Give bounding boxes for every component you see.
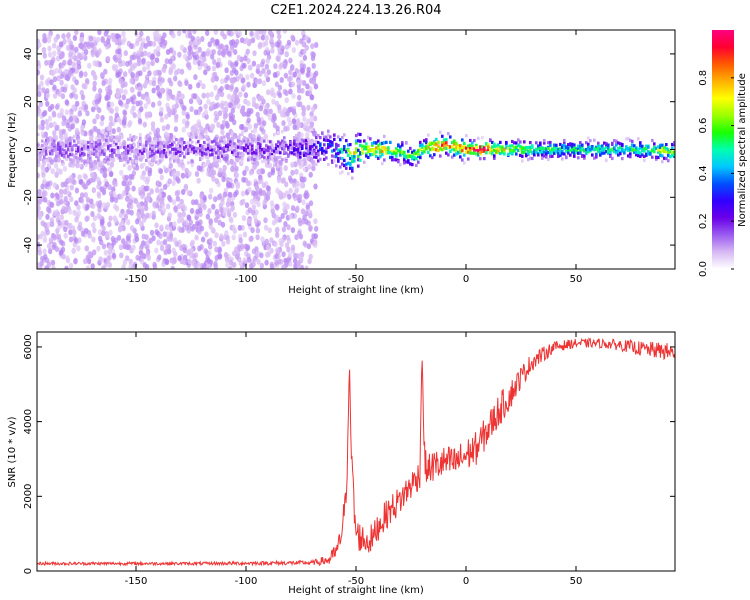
colorbar-tick-label: 0.4 bbox=[698, 165, 709, 181]
spectrogram-x-tick-label: -50 bbox=[348, 274, 364, 285]
spectrogram-y-tick-label: 40 bbox=[23, 48, 34, 61]
colorbar-label: Normalized spectral amplitude bbox=[737, 73, 748, 227]
spectrogram-x-axis: -150 -100 -50 0 50 bbox=[125, 30, 583, 285]
snr-x-label: Height of straight line (km) bbox=[288, 585, 424, 596]
snr-x-tick-label: 0 bbox=[463, 576, 469, 587]
spectrogram-y-axis: -40 -20 0 20 40 bbox=[23, 48, 675, 253]
snr-x-tick-label: -50 bbox=[348, 576, 364, 587]
spectrogram-x-tick-label: -150 bbox=[125, 274, 148, 285]
snr-x-axis: -150 -100 -50 0 50 bbox=[125, 332, 583, 587]
spectrogram-y-label: Frequency (Hz) bbox=[7, 112, 18, 188]
colorbar-gradient bbox=[712, 30, 734, 269]
colorbar-tick-label: 0.8 bbox=[698, 70, 709, 86]
snr-x-tick-label: -100 bbox=[235, 576, 258, 587]
spectrogram-y-tick-label: 0 bbox=[23, 146, 34, 152]
colorbar-tick-label: 0.0 bbox=[698, 261, 709, 277]
colorbar-tick-label: 0.6 bbox=[698, 118, 709, 134]
snr-panel: -150 -100 -50 0 50 0 2000 4000 6000 Height of s… bbox=[7, 331, 676, 596]
spectrogram-y-tick-label: -20 bbox=[23, 189, 34, 205]
snr-y-label: SNR (10 * v/v) bbox=[7, 416, 18, 487]
spectrogram-y-tick-label: -40 bbox=[23, 237, 34, 253]
spectrogram-x-tick-label: 50 bbox=[570, 274, 583, 285]
colorbar-tick-label: 0.2 bbox=[698, 213, 709, 229]
snr-y-tick-label: 0 bbox=[23, 568, 34, 574]
snr-series-line bbox=[37, 337, 675, 567]
spectrogram-y-tick-label: 20 bbox=[23, 95, 34, 108]
spectrogram-ridge bbox=[37, 127, 675, 180]
spectrogram-x-tick-label: -100 bbox=[235, 274, 258, 285]
snr-y-axis: 0 2000 4000 6000 bbox=[23, 334, 675, 574]
snr-y-tick-label: 6000 bbox=[23, 334, 34, 359]
snr-x-tick-label: -150 bbox=[125, 576, 148, 587]
colorbar: 0.0 0.2 0.4 0.6 0.8 Normalized spectral ampl… bbox=[698, 30, 748, 277]
colorbar-ticks: 0.0 0.2 0.4 0.6 0.8 bbox=[698, 70, 734, 277]
figure-title: C2E1.2024.224.13.26.R04 bbox=[270, 3, 441, 18]
spectrogram-x-label: Height of straight line (km) bbox=[288, 285, 424, 296]
snr-plot-area bbox=[37, 337, 675, 567]
spectrogram-panel: -150 -100 -50 0 50 -40 -20 0 20 40 Height of str… bbox=[7, 29, 676, 296]
spectrogram-x-tick-label: 0 bbox=[463, 274, 469, 285]
snr-x-tick-label: 50 bbox=[570, 576, 583, 587]
snr-y-tick-label: 2000 bbox=[23, 484, 34, 509]
snr-y-tick-label: 4000 bbox=[23, 409, 34, 434]
spectrogram-image bbox=[37, 30, 675, 269]
